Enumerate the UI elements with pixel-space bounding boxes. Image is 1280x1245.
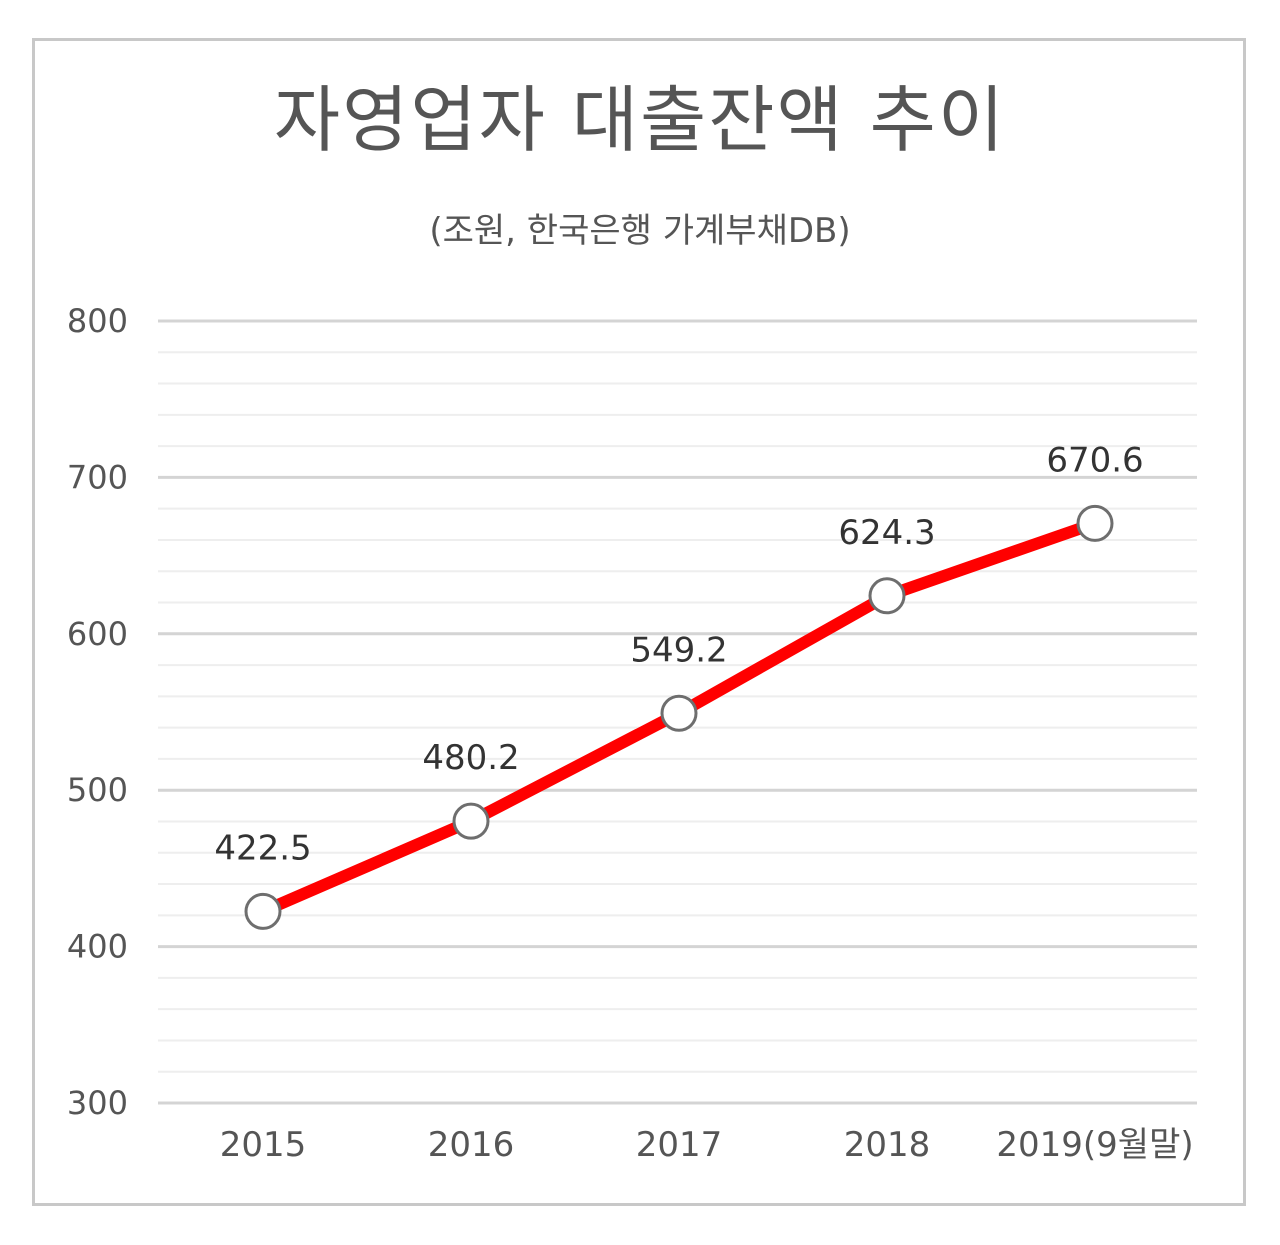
data-label: 670.6 xyxy=(1046,440,1143,480)
y-tick-label: 800 xyxy=(67,302,128,340)
data-label: 549.2 xyxy=(630,630,727,670)
x-tick-label: 2017 xyxy=(636,1125,723,1165)
data-point-marker xyxy=(1076,504,1114,542)
series-markers xyxy=(244,504,1114,930)
data-point-marker xyxy=(660,694,698,732)
y-tick-label: 600 xyxy=(67,615,128,653)
y-tick-label: 400 xyxy=(67,928,128,966)
data-labels: 422.5 480.2 549.2 624.3 670.6 xyxy=(214,440,1143,868)
data-label: 480.2 xyxy=(422,738,519,778)
data-point-marker xyxy=(244,892,282,930)
chart-frame xyxy=(32,38,1246,1206)
x-tick-label: 2019(9월말) xyxy=(996,1125,1193,1165)
chart-title: 자영업자 대출잔액 추이 xyxy=(273,78,1007,162)
x-tick-label: 2015 xyxy=(220,1125,307,1165)
data-point-marker xyxy=(452,802,490,840)
y-tick-label: 500 xyxy=(67,771,128,809)
y-axis-ticks: 300 400 500 600 700 800 xyxy=(67,302,128,1122)
x-axis-ticks: 2015 2016 2017 2018 2019(9월말) xyxy=(220,1125,1194,1165)
data-label: 422.5 xyxy=(214,828,311,868)
data-label: 624.3 xyxy=(838,513,935,553)
x-tick-label: 2016 xyxy=(428,1125,515,1165)
x-tick-label: 2018 xyxy=(844,1125,931,1165)
chart-subtitle: (조원, 한국은행 가계부채DB) xyxy=(429,211,851,251)
data-point-marker xyxy=(868,577,906,615)
y-tick-label: 300 xyxy=(67,1084,128,1122)
y-tick-label: 700 xyxy=(67,458,128,496)
